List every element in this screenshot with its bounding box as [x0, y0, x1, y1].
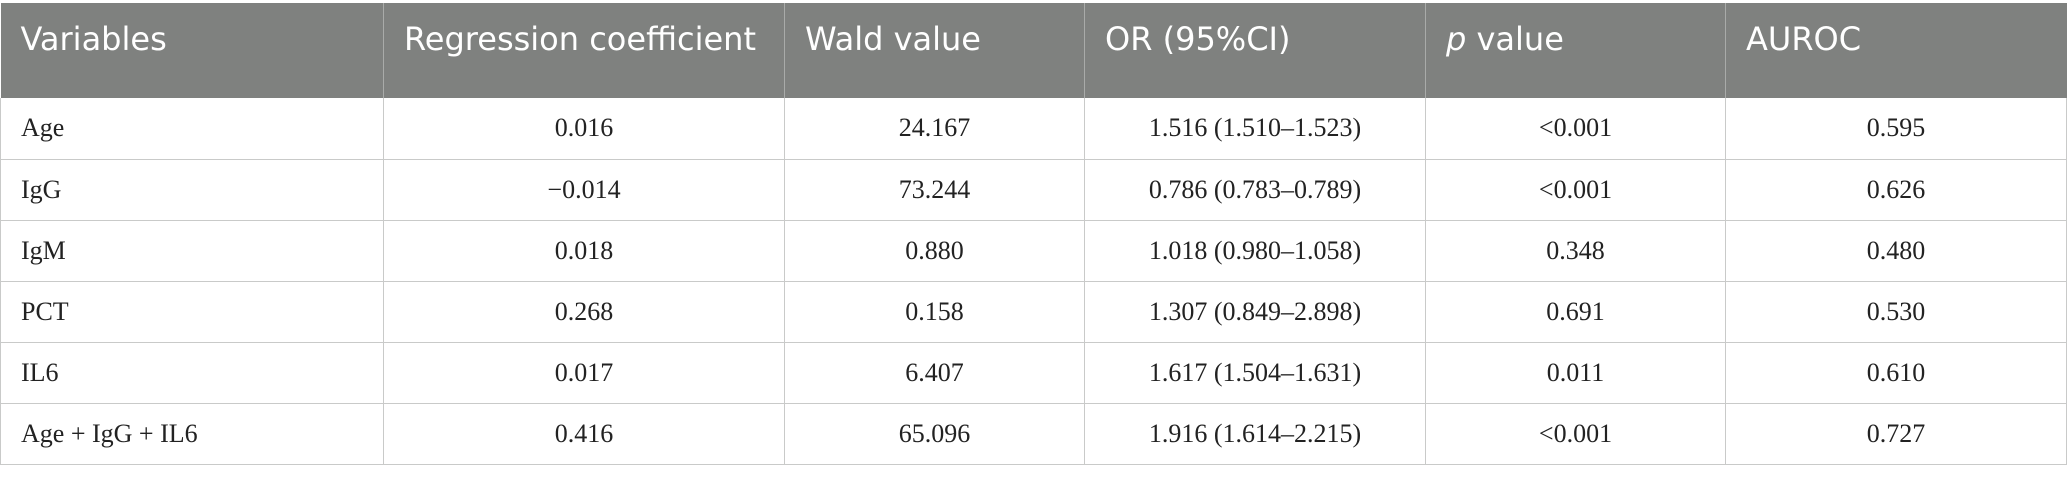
- table-row: IL6 0.017 6.407 1.617 (1.504–1.631) 0.01…: [0, 342, 2067, 404]
- cell-or: 1.916 (1.614–2.215): [1084, 403, 1426, 465]
- cell-auroc: 0.727: [1725, 403, 2067, 465]
- cell-p: 0.011: [1425, 342, 1726, 404]
- cell-coefficient: 0.018: [383, 220, 785, 282]
- table-row: Age 0.016 24.167 1.516 (1.510–1.523) <0.…: [0, 98, 2067, 160]
- cell-variable: IgM: [0, 220, 384, 282]
- cell-auroc: 0.610: [1725, 342, 2067, 404]
- cell-auroc: 0.480: [1725, 220, 2067, 282]
- table-body: Age 0.016 24.167 1.516 (1.510–1.523) <0.…: [0, 98, 2067, 465]
- header-variables: Variables: [0, 3, 384, 98]
- table-row: PCT 0.268 0.158 1.307 (0.849–2.898) 0.69…: [0, 281, 2067, 343]
- cell-coefficient: 0.016: [383, 98, 785, 160]
- header-p-value-label: value: [1466, 20, 1564, 58]
- cell-or: 0.786 (0.783–0.789): [1084, 159, 1426, 221]
- cell-wald: 0.158: [784, 281, 1085, 343]
- cell-variable: IL6: [0, 342, 384, 404]
- cell-variable: Age: [0, 98, 384, 160]
- header-wald-value: Wald value: [784, 3, 1085, 98]
- header-or-95ci: OR (95%CI): [1084, 3, 1426, 98]
- header-regression-coefficient: Regression coefficient: [383, 3, 785, 98]
- table-row: IgM 0.018 0.880 1.018 (0.980–1.058) 0.34…: [0, 220, 2067, 282]
- regression-table: Variables Regression coefficient Wald va…: [0, 3, 2067, 465]
- cell-variable: IgG: [0, 159, 384, 221]
- cell-or: 1.516 (1.510–1.523): [1084, 98, 1426, 160]
- cell-p: <0.001: [1425, 159, 1726, 221]
- cell-auroc: 0.530: [1725, 281, 2067, 343]
- cell-wald: 24.167: [784, 98, 1085, 160]
- header-p-value: p value: [1425, 3, 1726, 98]
- cell-p: <0.001: [1425, 98, 1726, 160]
- table-header: Variables Regression coefficient Wald va…: [0, 3, 2067, 98]
- cell-or: 1.307 (0.849–2.898): [1084, 281, 1426, 343]
- cell-auroc: 0.595: [1725, 98, 2067, 160]
- cell-auroc: 0.626: [1725, 159, 2067, 221]
- cell-or: 1.617 (1.504–1.631): [1084, 342, 1426, 404]
- cell-wald: 0.880: [784, 220, 1085, 282]
- cell-p: 0.348: [1425, 220, 1726, 282]
- cell-wald: 6.407: [784, 342, 1085, 404]
- header-auroc: AUROC: [1746, 20, 1862, 58]
- cell-p: <0.001: [1425, 403, 1726, 465]
- cell-coefficient: 0.268: [383, 281, 785, 343]
- cell-coefficient: 0.017: [383, 342, 785, 404]
- cell-wald: 73.244: [784, 159, 1085, 221]
- cell-variable: Age + IgG + IL6: [0, 403, 384, 465]
- table-row: Age + IgG + IL6 0.416 65.096 1.916 (1.61…: [0, 403, 2067, 465]
- cell-p: 0.691: [1425, 281, 1726, 343]
- header-row: Variables Regression coefficient Wald va…: [0, 3, 2067, 98]
- cell-or: 1.018 (0.980–1.058): [1084, 220, 1426, 282]
- header-p-italic: p: [1446, 20, 1467, 58]
- cell-coefficient: −0.014: [383, 159, 785, 221]
- regression-table-container: Variables Regression coefficient Wald va…: [0, 3, 2067, 465]
- cell-variable: PCT: [0, 281, 384, 343]
- cell-wald: 65.096: [784, 403, 1085, 465]
- table-row: IgG −0.014 73.244 0.786 (0.783–0.789) <0…: [0, 159, 2067, 221]
- cell-coefficient: 0.416: [383, 403, 785, 465]
